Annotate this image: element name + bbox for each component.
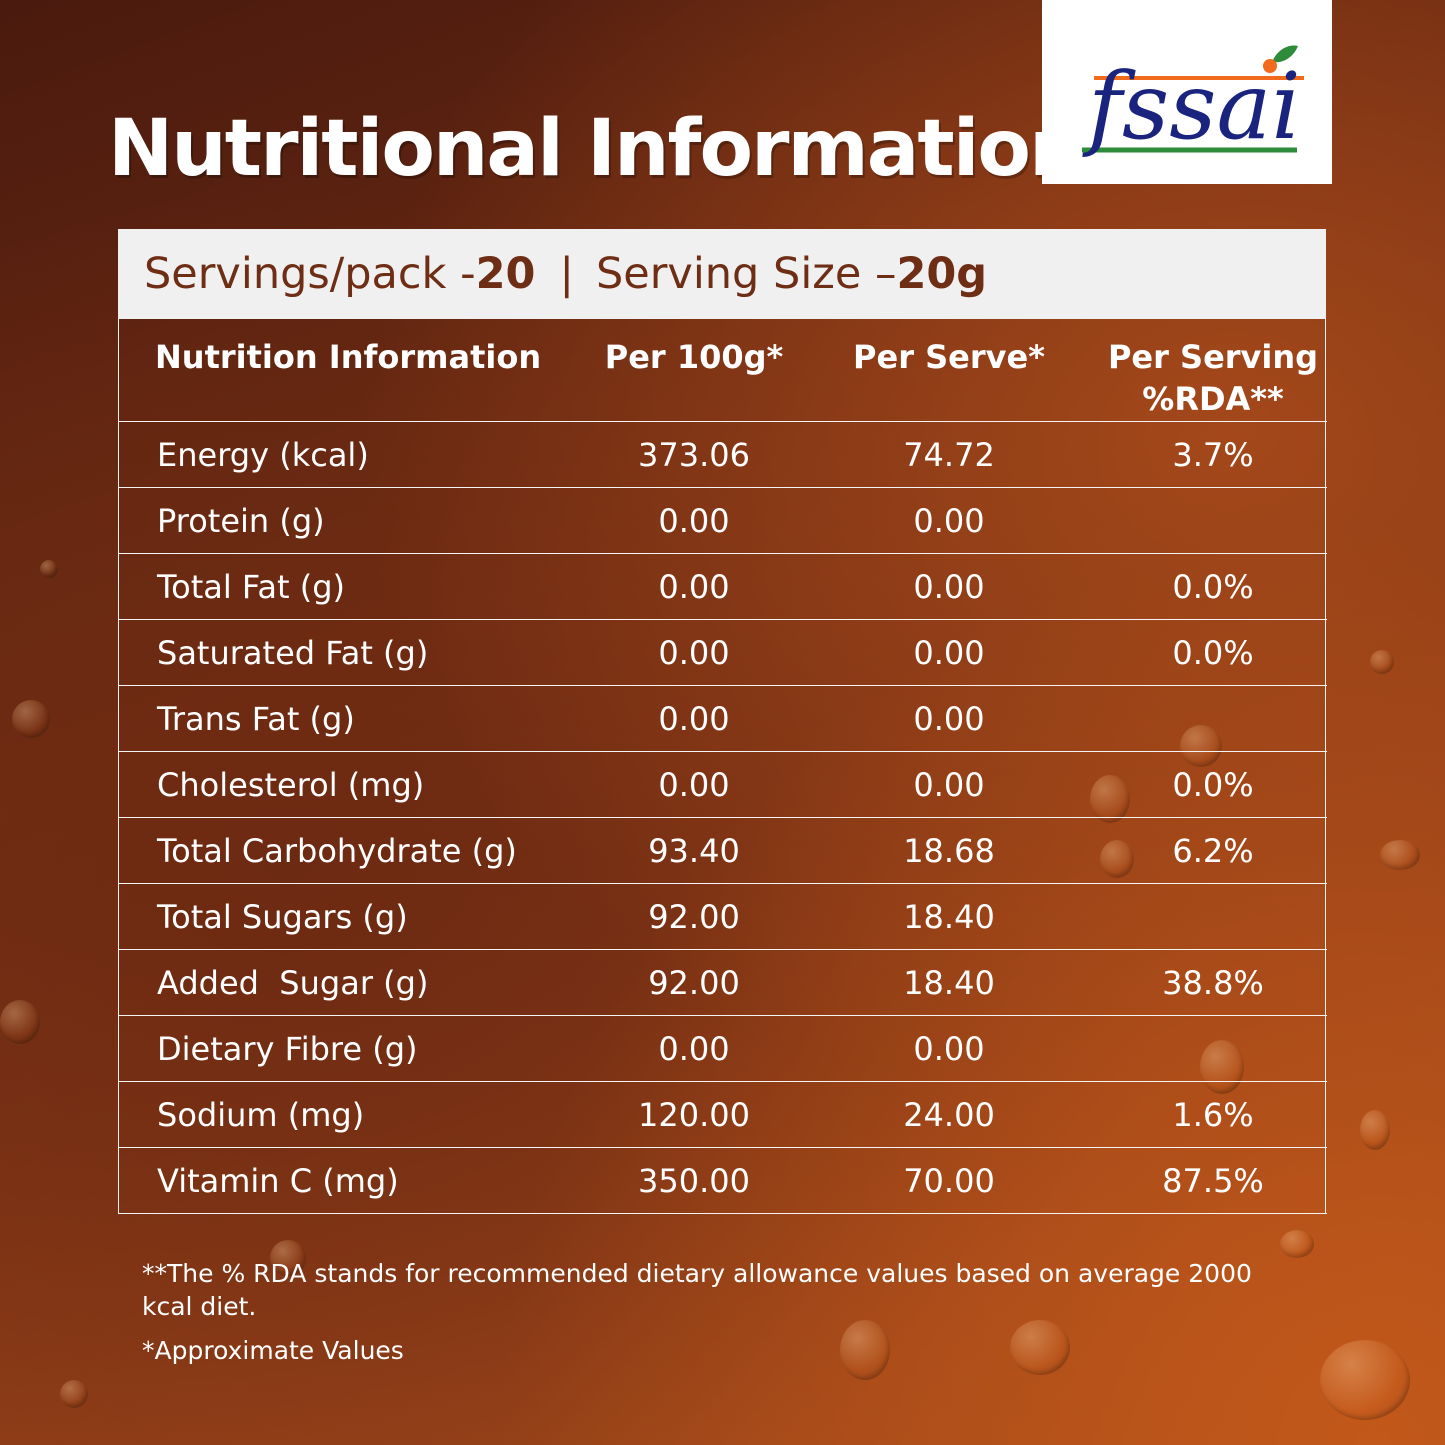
rda-footnote: **The % RDA stands for recommended dieta…: [142, 1259, 1252, 1321]
table-row: Vitamin C (mg) 350.00 70.00 87.5%: [119, 1148, 1327, 1214]
serving-size-value: 20g: [896, 249, 988, 299]
nutrient-name: Dietary Fibre (g): [157, 1029, 418, 1068]
per-100g-value: 0.00: [658, 633, 730, 672]
nutrition-panel: Servings/pack - 20 | Serving Size – 20g …: [118, 229, 1327, 1215]
per-serve-value: 24.00: [903, 1095, 995, 1134]
rda-value: 87.5%: [1162, 1161, 1264, 1200]
per-serve-value: 70.00: [903, 1161, 995, 1200]
table-row: Total Carbohydrate (g) 93.40 18.68 6.2%: [119, 818, 1327, 884]
nutrient-name: Energy (kcal): [157, 435, 369, 474]
per-100g-value: 0.00: [658, 699, 730, 738]
per-100g-value: 373.06: [638, 435, 750, 474]
nutrient-name: Vitamin C (mg): [157, 1161, 399, 1200]
nutrient-name: Trans Fat (g): [157, 699, 355, 738]
per-serve-value: 18.68: [903, 831, 995, 870]
page-title: Nutritional Information: [108, 104, 1085, 194]
table-row: Dietary Fibre (g) 0.00 0.00: [119, 1016, 1327, 1082]
nutrient-name: Total Fat (g): [157, 567, 345, 606]
per-serve-value: 0.00: [913, 699, 985, 738]
table-row: Sodium (mg) 120.00 24.00 1.6%: [119, 1082, 1327, 1148]
per-serve-value: 0.00: [913, 501, 985, 540]
table-row: Total Sugars (g) 92.00 18.40: [119, 884, 1327, 950]
header-rda: Per Serving %RDA**: [1107, 338, 1319, 418]
per-serve-value: 0.00: [913, 765, 985, 804]
rda-value: 0.0%: [1172, 633, 1254, 672]
table-row: Added Sugar (g) 92.00 18.40 38.8%: [119, 950, 1327, 1016]
table-row: Cholesterol (mg) 0.00 0.00 0.0%: [119, 752, 1327, 818]
nutrient-name: Sodium (mg): [157, 1095, 365, 1134]
per-serve-value: 18.40: [903, 897, 995, 936]
table-row: Protein (g) 0.00 0.00: [119, 488, 1327, 554]
per-100g-value: 0.00: [658, 765, 730, 804]
per-100g-value: 0.00: [658, 1029, 730, 1068]
rda-value: 3.7%: [1172, 435, 1254, 474]
per-serve-value: 0.00: [913, 1029, 985, 1068]
table-row: Total Fat (g) 0.00 0.00 0.0%: [119, 554, 1327, 620]
header-per-serve: Per Serve*: [853, 338, 1045, 376]
per-serve-value: 0.00: [913, 567, 985, 606]
table-row: Saturated Fat (g) 0.00 0.00 0.0%: [119, 620, 1327, 686]
serving-size-label: Serving Size –: [595, 249, 897, 299]
nutrient-name: Protein (g): [157, 501, 325, 540]
nutrient-name: Cholesterol (mg): [157, 765, 425, 804]
logo-text: fssai: [1082, 53, 1301, 160]
table-row: Trans Fat (g) 0.00 0.00: [119, 686, 1327, 752]
servings-label: Servings/pack -: [144, 249, 476, 299]
servings-separator: |: [559, 249, 574, 299]
nutrient-name: Total Sugars (g): [157, 897, 408, 936]
per-serve-value: 0.00: [913, 633, 985, 672]
servings-value: 20: [475, 249, 536, 299]
table-header-row: Nutrition Information Per 100g* Per Serv…: [119, 319, 1327, 422]
header-per-100g: Per 100g*: [604, 338, 784, 376]
rda-value: 6.2%: [1172, 831, 1254, 870]
nutrient-name: Saturated Fat (g): [157, 633, 429, 672]
rda-value: 1.6%: [1172, 1095, 1254, 1134]
per-100g-value: 0.00: [658, 501, 730, 540]
per-serve-value: 74.72: [903, 435, 995, 474]
per-100g-value: 120.00: [638, 1095, 750, 1134]
nutrient-name: Added Sugar (g): [157, 963, 429, 1002]
servings-bar: Servings/pack - 20 | Serving Size – 20g: [118, 229, 1326, 319]
rda-value: [1099, 1016, 1327, 1082]
nutrient-name: Total Carbohydrate (g): [157, 831, 517, 870]
per-100g-value: 92.00: [648, 963, 740, 1002]
rda-value: [1099, 884, 1327, 950]
approx-footnote: *Approximate Values: [142, 1336, 404, 1365]
rda-value: [1099, 686, 1327, 752]
rda-value: 38.8%: [1162, 963, 1264, 1002]
per-serve-value: 18.40: [903, 963, 995, 1002]
table-row: Energy (kcal) 373.06 74.72 3.7%: [119, 422, 1327, 488]
per-100g-value: 0.00: [658, 567, 730, 606]
fssai-logo: fssai: [1042, 0, 1332, 184]
rda-value: 0.0%: [1172, 765, 1254, 804]
per-100g-value: 350.00: [638, 1161, 750, 1200]
rda-value: 0.0%: [1172, 567, 1254, 606]
per-100g-value: 93.40: [648, 831, 740, 870]
header-nutrient: Nutrition Information: [155, 338, 542, 376]
nutrition-table: Nutrition Information Per 100g* Per Serv…: [119, 319, 1327, 1214]
per-100g-value: 92.00: [648, 897, 740, 936]
rda-value: [1099, 488, 1327, 554]
